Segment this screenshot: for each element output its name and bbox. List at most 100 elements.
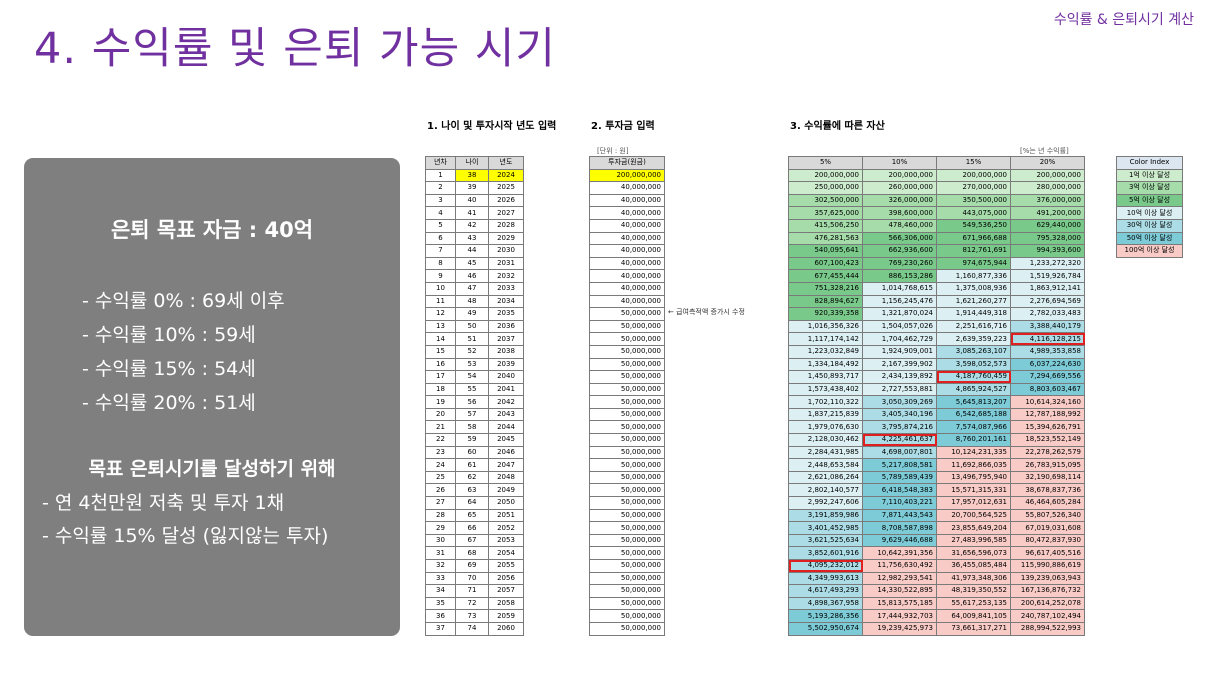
- asset-cell: 5,502,950,674: [788, 621, 863, 636]
- table-row: 30 67 2053: [425, 533, 524, 548]
- asset-cell: 64,009,841,105: [936, 609, 1011, 623]
- asset-cell: 3,598,052,573: [936, 357, 1011, 372]
- asset-cell: 46,464,605,284: [1010, 496, 1085, 510]
- table-cell: 74: [455, 621, 489, 636]
- table-cell: 72: [455, 596, 489, 611]
- asset-cell: 2,782,033,483: [1010, 307, 1085, 321]
- asset-cell: 15,571,315,331: [936, 483, 1011, 498]
- table-cell: 19: [425, 395, 456, 409]
- table-row: 19 56 2042: [425, 395, 524, 409]
- table-cell: 22: [425, 433, 456, 447]
- table-row: 3,852,601,916 10,642,391,356 31,656,596,07…: [788, 546, 1085, 560]
- table-row: 50,000,000: [589, 609, 665, 623]
- table-row: 50,000,000: [589, 533, 665, 548]
- table-cell: 50,000,000: [589, 370, 665, 384]
- asset-cell: 2,992,247,606: [788, 496, 863, 510]
- asset-cell: 26,783,915,095: [1010, 458, 1085, 472]
- table-cell: 2057: [488, 584, 524, 598]
- asset-cell: 974,675,944: [936, 256, 1011, 271]
- table-cell: 63: [455, 483, 489, 498]
- asset-cell: 2,621,086,264: [788, 470, 863, 485]
- table-row: 40,000,000: [589, 218, 665, 233]
- asset-cell: 4,349,993,613: [788, 571, 863, 586]
- asset-cell: 1,914,449,318: [936, 307, 1011, 321]
- table-cell: 57: [455, 407, 489, 422]
- table-cell: 2042: [488, 395, 524, 409]
- table-cell: 50,000,000: [589, 621, 665, 636]
- asset-cell: 812,761,691: [936, 244, 1011, 258]
- table-cell: 50,000,000: [589, 584, 665, 598]
- table-row: 50,000,000: [589, 344, 665, 359]
- table-row: 5,502,950,674 19,239,425,973 73,661,317,27…: [788, 621, 1085, 636]
- asset-cell: 250,000,000: [788, 181, 863, 195]
- table-cell: 2032: [488, 269, 524, 283]
- asset-cell: 443,075,000: [936, 206, 1011, 220]
- asset-cell: 4,116,128,215: [1010, 332, 1085, 346]
- table-row: 50,000,000: [589, 559, 665, 573]
- legend-row: 3억 이상 달성: [1116, 181, 1183, 195]
- table-row: 37 74 2060: [425, 621, 524, 636]
- asset-cell: 1,160,877,336: [936, 269, 1011, 283]
- asset-cell: 22,278,262,579: [1010, 445, 1085, 460]
- table-row: 36 73 2059: [425, 609, 524, 623]
- table-cell: 2059: [488, 609, 524, 623]
- table-cell: 66: [455, 521, 489, 535]
- table-cell: 2029: [488, 231, 524, 246]
- asset-cell: 55,617,253,135: [936, 596, 1011, 611]
- table-cell: 71: [455, 584, 489, 598]
- table-row: 9 46 2032: [425, 269, 524, 283]
- table-cell: 50,000,000: [589, 344, 665, 359]
- table-cell: 50,000,000: [589, 596, 665, 611]
- asset-cell: 3,401,452,985: [788, 521, 863, 535]
- asset-cell: 4,225,461,637: [862, 433, 937, 447]
- table-row: 40,000,000: [589, 181, 665, 195]
- table-row: 50,000,000: [589, 407, 665, 422]
- asset-cell: 41,973,348,306: [936, 571, 1011, 586]
- asset-cell: 1,016,356,326: [788, 319, 863, 334]
- table-row: 5,193,286,356 17,444,932,703 64,009,841,10…: [788, 609, 1085, 623]
- asset-cell: 994,393,600: [1010, 244, 1085, 258]
- table-row: 6 43 2029: [425, 231, 524, 246]
- asset-cell: 19,239,425,973: [862, 621, 937, 636]
- asset-cell: 4,617,493,293: [788, 584, 863, 598]
- asset-cell: 1,519,926,784: [1010, 269, 1085, 283]
- table-cell: 2033: [488, 281, 524, 296]
- table-cell: 24: [425, 458, 456, 472]
- table-row: 28 65 2051: [425, 508, 524, 523]
- asset-cell: 3,050,309,269: [862, 395, 937, 409]
- table-cell: 2030: [488, 244, 524, 258]
- table-cell: 10: [425, 281, 456, 296]
- rate-note: [%는 년 수익률]: [1020, 147, 1069, 155]
- table-row: 11 48 2034: [425, 294, 524, 309]
- table-cell: 40,000,000: [589, 269, 665, 283]
- table-row: 21 58 2044: [425, 420, 524, 435]
- table-cell: 2053: [488, 533, 524, 548]
- table-cell: 68: [455, 546, 489, 560]
- table-cell: 52: [455, 344, 489, 359]
- table-row: 4,349,993,613 12,982,293,541 41,973,348,30…: [788, 571, 1085, 586]
- table-row: 476,281,563 566,306,000 671,966,688 795,328…: [788, 231, 1085, 246]
- asset-cell: 200,000,000: [936, 168, 1011, 183]
- legend-row: 30억 이상 달성: [1116, 218, 1183, 233]
- asset-cell: 31,656,596,073: [936, 546, 1011, 560]
- table-cell: 2049: [488, 483, 524, 498]
- table-cell: 2026: [488, 193, 524, 208]
- table-cell: 70: [455, 571, 489, 586]
- plan-item-2: - 수익률 15% 달성 (잃지않는 투자): [42, 525, 329, 547]
- asset-cell: 398,600,000: [862, 206, 937, 220]
- table-row: 50,000,000: [589, 584, 665, 598]
- table-cell: 40,000,000: [589, 231, 665, 246]
- asset-cell: 17,957,012,631: [936, 496, 1011, 510]
- asset-cell: 11,692,866,035: [936, 458, 1011, 472]
- table-row: 1,702,110,322 3,050,309,269 5,645,813,207 1…: [788, 395, 1085, 409]
- asset-cell: 36,455,085,484: [936, 559, 1011, 573]
- salary-arrow-note: ← 급여측적액 증가시 수정: [668, 308, 745, 316]
- table-cell: 49: [455, 307, 489, 321]
- table-cell: 2044: [488, 420, 524, 435]
- asset-cell: 828,894,627: [788, 294, 863, 309]
- table-row: 50,000,000: [589, 458, 665, 472]
- table-cell: 58: [455, 420, 489, 435]
- table-row: 1,223,032,849 1,924,909,001 3,085,263,107 4…: [788, 344, 1085, 359]
- table-row: 50,000,000: [589, 445, 665, 460]
- table-cell: 2: [425, 181, 456, 195]
